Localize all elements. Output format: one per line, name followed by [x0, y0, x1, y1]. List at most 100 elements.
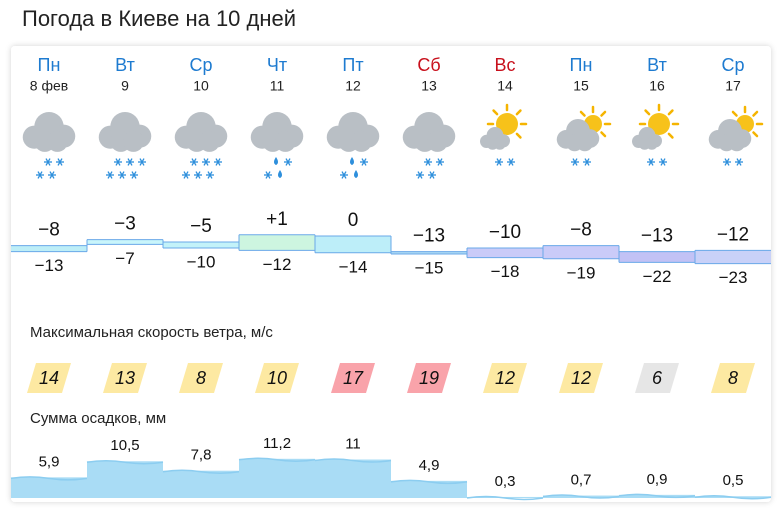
- temp-min: −18: [491, 262, 520, 281]
- sun-ray: [667, 109, 674, 116]
- temperature-band: [87, 239, 163, 245]
- sun-ray: [644, 109, 651, 116]
- snowflake: [265, 171, 271, 179]
- sun-ray: [600, 131, 607, 138]
- weekday: Пт: [342, 55, 363, 75]
- precip-wave: [10, 476, 88, 481]
- date: 17: [725, 78, 741, 94]
- snowflake: [508, 158, 514, 166]
- wind-speed: 8: [728, 368, 738, 388]
- date: 14: [497, 78, 513, 94]
- sun: [496, 113, 518, 135]
- temp-max: −8: [38, 220, 60, 241]
- snowflake: [648, 158, 654, 166]
- snowflake: [183, 171, 189, 179]
- snowflake: [496, 158, 502, 166]
- precip-wave: [86, 460, 164, 465]
- snowflake: [37, 171, 43, 179]
- sun: [648, 113, 670, 135]
- date: 12: [345, 78, 361, 94]
- day-column: Ср 17 −12 −23 8 0,5: [694, 55, 772, 500]
- temp-min: −22: [643, 267, 672, 286]
- sun-ray: [731, 110, 738, 117]
- temp-max: +1: [266, 209, 288, 230]
- date: 13: [421, 78, 437, 94]
- snowflake: [119, 171, 125, 179]
- day-column: Чт 11 +1 −12 10 11,2: [238, 55, 316, 498]
- temp-max: −13: [641, 226, 673, 247]
- precip-amount: 10,5: [110, 437, 139, 454]
- weather-icon: [480, 103, 528, 166]
- precip-wave: [542, 494, 620, 499]
- temp-max: −3: [114, 214, 136, 235]
- cloud-part: [274, 130, 296, 152]
- precip-amount: 0,3: [495, 473, 516, 490]
- weekday: Вт: [115, 55, 135, 75]
- wind-badge: [635, 363, 679, 393]
- columns: Пн 8 фев −8 −13 14 5,9 Вт 9 −3 −7 13 10,5 Ср 10 −5 −10 8…: [10, 55, 772, 501]
- sun-ray: [752, 110, 759, 117]
- day-column: Сб 13 −13 −15 19 4,9: [390, 55, 468, 498]
- date: 15: [573, 78, 589, 94]
- wind-badge: [559, 363, 603, 393]
- temp-min: −13: [35, 256, 64, 275]
- precip-wave: [238, 457, 316, 463]
- date: 16: [649, 78, 665, 94]
- snowflake: [107, 171, 113, 179]
- temperature-band: [315, 236, 391, 253]
- wind-badge: [331, 363, 375, 393]
- precip-wave: [162, 469, 240, 474]
- snowflake: [203, 158, 209, 166]
- cloud-part: [728, 134, 746, 152]
- date: 10: [193, 78, 209, 94]
- precip-amount: 0,9: [647, 471, 668, 488]
- snowflake: [115, 158, 121, 166]
- snowflake: [361, 158, 367, 166]
- precip-wave: [618, 493, 696, 499]
- wind-badge: [711, 363, 755, 393]
- raindrop: [278, 170, 282, 178]
- sun-ray: [492, 109, 499, 116]
- wind-badge: [179, 363, 223, 393]
- wind-speed: 12: [495, 368, 515, 388]
- temp-max: 0: [348, 210, 359, 231]
- weather-icon: [632, 103, 680, 166]
- wind-badge: [407, 363, 451, 393]
- weekday: Ср: [721, 55, 744, 75]
- wind-badge: [483, 363, 527, 393]
- weekday: Пн: [570, 55, 593, 75]
- snowflake: [437, 158, 443, 166]
- weather-icon: [326, 112, 380, 179]
- temp-min: −7: [115, 249, 134, 268]
- weather-icon: [708, 105, 764, 166]
- snowflake: [57, 158, 63, 166]
- snowflake: [131, 171, 137, 179]
- temperature-band: [11, 245, 87, 252]
- precip-amount: 0,5: [723, 472, 744, 489]
- temp-min: −14: [339, 257, 368, 276]
- precip-bar: [11, 477, 87, 498]
- sun-ray: [667, 132, 674, 139]
- snowflake: [736, 158, 742, 166]
- date: 9: [121, 78, 129, 94]
- wind-badge: [27, 363, 71, 393]
- precip-wave: [694, 495, 772, 500]
- snowflake: [49, 171, 55, 179]
- cloud-part: [350, 130, 372, 152]
- snowflake: [195, 171, 201, 179]
- temperature-band: [163, 242, 239, 248]
- wind-title: Максимальная скорость ветра, м/с: [30, 324, 273, 341]
- precip-bar: [239, 458, 315, 498]
- temp-min: −19: [567, 263, 596, 282]
- weather-icon: [402, 112, 456, 179]
- cloud-part: [122, 130, 144, 152]
- cloud-part: [426, 130, 448, 152]
- weather-icon: [174, 112, 228, 179]
- date: 11: [270, 78, 285, 94]
- snowflake: [285, 158, 291, 166]
- temperature-band: [619, 251, 695, 263]
- weekday: Сб: [417, 55, 440, 75]
- temp-min: −15: [415, 258, 444, 277]
- precip-bar: [87, 461, 163, 498]
